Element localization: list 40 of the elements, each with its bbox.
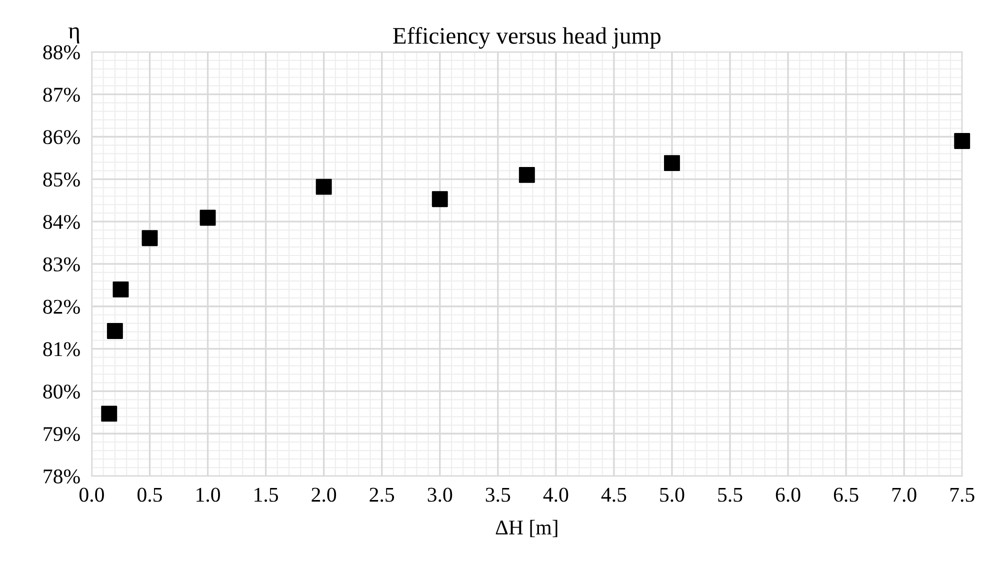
point (316, 178, 332, 195)
y-tick-label: 87% (43, 88, 80, 102)
point (112, 281, 129, 298)
point (106, 323, 123, 339)
x-tick-label: 0.0 (79, 488, 104, 502)
y-tick-label: 86% (43, 130, 80, 144)
x-tick-label: 4.5 (601, 488, 626, 502)
chart-title: Efficiency versus head jump (393, 26, 661, 49)
y-tick-label: 84% (43, 214, 80, 230)
point (518, 166, 535, 183)
x-tick-label: 1.5 (254, 488, 278, 502)
x-tick-label: 0.5 (138, 488, 162, 502)
point (664, 155, 680, 172)
x-tick-label: 7.5 (950, 488, 974, 502)
y-tick-label: 81% (43, 342, 80, 356)
x-tick-label: 7.0 (892, 488, 916, 502)
y-tick-label: 80% (43, 384, 80, 399)
x-tick-label: 6.0 (776, 488, 800, 502)
x-tick-label: 3.0 (428, 488, 452, 502)
x-axis-title: ΔH [m] (496, 520, 558, 538)
y-axis-title: η (68, 27, 80, 44)
x-tick-label: 3.5 (486, 488, 510, 502)
point (101, 406, 118, 422)
point (142, 230, 158, 246)
x-tick-label: 5.5 (718, 488, 742, 502)
point (432, 191, 448, 208)
x-tick-label: 1.0 (196, 488, 220, 502)
x-tick-label: 4.0 (543, 488, 568, 502)
y-tick-label: 82% (43, 300, 80, 314)
point (954, 133, 970, 149)
x-tick-label: 5.0 (660, 488, 684, 502)
x-tick-label: 2.0 (312, 488, 336, 502)
y-tick-label: 85% (43, 172, 80, 187)
point (200, 210, 216, 226)
y-tick-label: 88% (43, 45, 80, 60)
y-tick-label: 79% (44, 426, 80, 442)
y-tick-label: 83% (43, 257, 80, 272)
x-tick-label: 2.5 (370, 488, 394, 502)
y-tick-label: 78% (44, 469, 80, 484)
x-tick-label: 6.5 (834, 488, 858, 502)
